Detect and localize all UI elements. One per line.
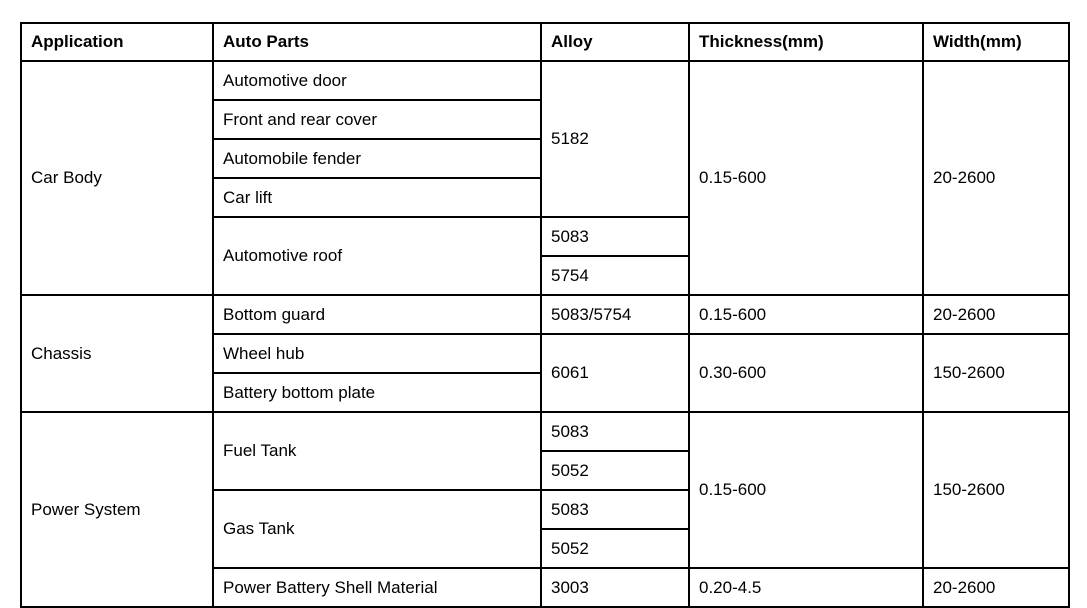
header-width: Width(mm) [922,22,1070,62]
cell-part-automotive-roof: Automotive roof [212,216,542,296]
cell-alloy-bottom-guard: 5083/5754 [540,294,690,335]
cell-part-car-lift: Car lift [212,177,542,218]
table-row: Chassis Bottom guard 5083/5754 0.15-600 … [20,294,1070,413]
cell-width-hub-plate: 150-2600 [922,333,1070,413]
cell-alloy-roof-5083: 5083 [540,216,690,257]
cell-application-power-system: Power System [20,411,214,608]
cell-part-front-rear-cover: Front and rear cover [212,99,542,140]
cell-thickness-tanks: 0.15-600 [688,411,924,569]
cell-alloy-3003: 3003 [540,567,690,608]
cell-part-wheel-hub: Wheel hub [212,333,542,374]
cell-alloy-fuel-tank-5083: 5083 [540,411,690,452]
cell-alloy-gas-tank-5083: 5083 [540,489,690,530]
cell-alloy-5182: 5182 [540,60,690,218]
table-row: Automotive roof 5083 [21,216,1069,296]
table-row: Power Battery Shell Material 3003 0.20-4… [21,567,1070,608]
cell-width-car-body: 20-2600 [922,60,1070,296]
cell-application-car-body: Car Body [20,60,214,296]
cell-thickness-shell: 0.20-4.5 [688,567,924,608]
table-row: Battery bottom plate [21,372,1069,413]
cell-thickness-bottom-guard: 0.15-600 [688,294,924,335]
cell-part-automobile-fender: Automobile fender [212,138,542,179]
cell-application-chassis: Chassis [20,294,214,413]
cell-part-bottom-guard: Bottom guard [212,294,542,335]
table-row: Gas Tank 5083 [21,489,1069,569]
table-row: Wheel hub 6061 0.30-600 150-2600 [21,333,1070,413]
table-row: Front and rear cover [21,99,1069,140]
table-row: Car lift [21,177,1069,218]
cell-thickness-hub-plate: 0.30-600 [688,333,924,413]
cell-part-gas-tank: Gas Tank [212,489,542,569]
auto-parts-spec-table: Application Auto Parts Alloy Thickness(m… [20,22,1070,608]
header-row: Application Auto Parts Alloy Thickness(m… [20,22,1070,62]
cell-part-battery-bottom-plate: Battery bottom plate [212,372,542,413]
cell-part-power-battery-shell: Power Battery Shell Material [212,567,542,608]
table-row: Automobile fender [21,138,1069,179]
cell-alloy-gas-tank-5052: 5052 [540,528,690,569]
cell-width-shell: 20-2600 [922,567,1070,608]
table-row: 5052 [21,450,1069,491]
header-application: Application [20,22,214,62]
header-thickness: Thickness(mm) [688,22,924,62]
cell-width-tanks: 150-2600 [922,411,1070,569]
table-row: Car Body Automotive door 5182 0.15-600 2… [20,60,1070,296]
header-alloy: Alloy [540,22,690,62]
cell-alloy-6061: 6061 [540,333,690,413]
table-row: 5052 [21,528,1069,569]
header-auto-parts: Auto Parts [212,22,542,62]
cell-alloy-fuel-tank-5052: 5052 [540,450,690,491]
cell-part-automotive-door: Automotive door [212,60,542,101]
cell-alloy-roof-5754: 5754 [540,255,690,296]
cell-thickness-car-body: 0.15-600 [688,60,924,296]
cell-width-bottom-guard: 20-2600 [922,294,1070,335]
table-row: 5754 [21,255,1069,296]
table-row: Power System Fuel Tank 5083 0.15-600 150… [20,411,1070,608]
cell-part-fuel-tank: Fuel Tank [212,411,542,491]
